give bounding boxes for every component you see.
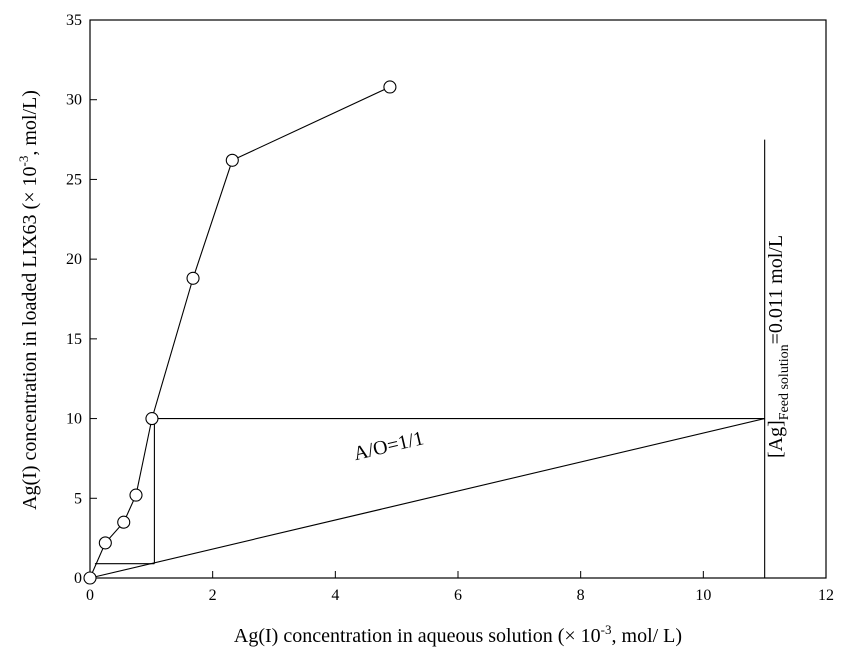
x-axis-label: Ag(I) concentration in aqueous solution …: [234, 622, 682, 647]
feed-annotation: [Ag]Feed solution=0.011 mol/L: [765, 235, 792, 458]
data-point: [117, 515, 131, 529]
y-axis-label: Ag(I) concentration in loaded LIX63 (× 1…: [16, 90, 41, 510]
y-label-tail: , mol/L): [19, 90, 41, 156]
x-label-tail: , mol/ L): [612, 625, 683, 647]
x-tick-label: 4: [331, 587, 339, 604]
plot-frame: [89, 19, 827, 579]
y-tick-label: 5: [74, 490, 82, 507]
x-tick-label: 12: [818, 587, 834, 604]
data-point: [129, 488, 143, 502]
x-tick-label: 10: [695, 587, 711, 604]
y-tick-label: 0: [74, 570, 82, 587]
data-point: [145, 412, 159, 426]
y-tick-label: 20: [66, 251, 82, 268]
data-point: [83, 571, 97, 585]
x-label-main: Ag(I) concentration in aqueous solution …: [234, 625, 601, 647]
y-tick-label: 25: [66, 171, 82, 188]
x-tick-label: 6: [454, 587, 462, 604]
feed-value: =0.011 mol/L: [765, 235, 787, 344]
series-line: [89, 86, 391, 579]
y-tick-label: 35: [66, 12, 82, 29]
y-label-sup: -3: [16, 156, 31, 167]
x-tick-label: 2: [209, 587, 217, 604]
feed-sub: Feed solution: [777, 344, 792, 420]
construction-line: [89, 418, 765, 579]
y-tick-label: 15: [66, 331, 82, 348]
x-tick-label: 0: [86, 587, 94, 604]
y-tick-label: 30: [66, 92, 82, 109]
data-point: [98, 536, 112, 550]
data-point: [225, 153, 239, 167]
ratio-annotation: A/O=1/1: [351, 427, 425, 465]
data-point: [383, 80, 397, 94]
y-label-main: Ag(I) concentration in loaded LIX63 (× 1…: [19, 167, 41, 510]
y-tick-label: 10: [66, 411, 82, 428]
x-tick-label: 8: [577, 587, 585, 604]
data-point: [186, 271, 200, 285]
feed-main: [Ag]: [765, 420, 787, 458]
x-label-sup: -3: [601, 622, 612, 637]
